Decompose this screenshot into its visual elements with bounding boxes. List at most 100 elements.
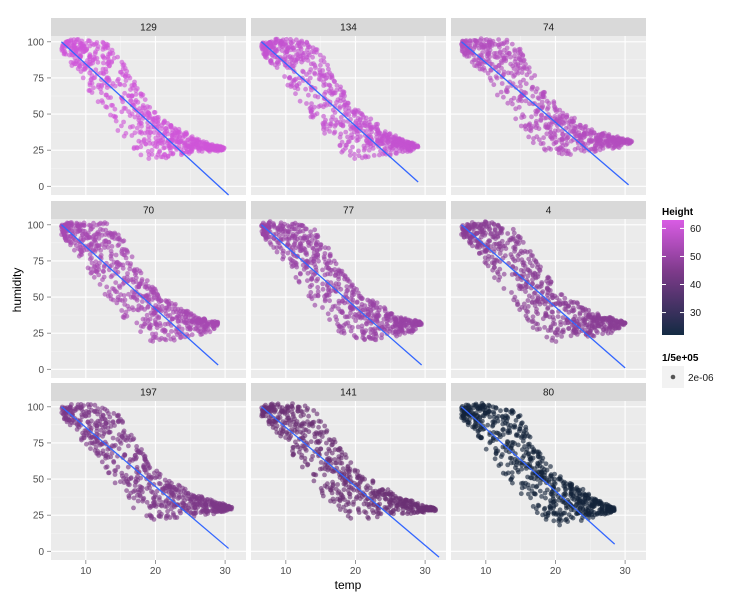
- scatter-point: [333, 118, 338, 123]
- scatter-point: [113, 280, 118, 285]
- scatter-point: [210, 498, 215, 503]
- scatter-point: [345, 278, 350, 283]
- scatter-point: [527, 65, 532, 70]
- scatter-point: [413, 318, 418, 323]
- scatter-point: [202, 145, 207, 150]
- scatter-point: [535, 299, 540, 304]
- scatter-point: [385, 136, 390, 141]
- scatter-point: [180, 500, 185, 505]
- scatter-point: [169, 123, 174, 128]
- scatter-point: [146, 149, 151, 154]
- scatter-point: [87, 413, 92, 418]
- scatter-point: [621, 136, 626, 141]
- scatter-point: [532, 257, 537, 262]
- scatter-point: [298, 99, 303, 104]
- scatter-point: [315, 233, 320, 238]
- scatter-point: [119, 124, 124, 129]
- scatter-point: [273, 62, 278, 67]
- facet-strip-label: 4: [546, 206, 552, 217]
- scatter-point: [583, 127, 588, 132]
- scatter-point: [360, 296, 365, 301]
- scatter-point: [360, 324, 365, 329]
- scatter-point: [125, 480, 130, 485]
- scatter-point: [308, 290, 313, 295]
- scatter-point: [134, 98, 139, 103]
- scatter-point: [516, 71, 521, 76]
- scatter-point: [322, 102, 327, 107]
- scatter-point: [584, 323, 589, 328]
- scatter-point: [173, 487, 178, 492]
- scatter-point: [334, 317, 339, 322]
- scatter-point: [102, 275, 107, 280]
- scatter-point: [122, 453, 127, 458]
- scatter-point: [601, 327, 606, 332]
- scatter-point: [195, 495, 200, 500]
- facet-strip-label: 70: [143, 206, 155, 217]
- scatter-point: [146, 110, 151, 115]
- scatter-point: [145, 305, 150, 310]
- scatter-point: [306, 243, 311, 248]
- scatter-point: [531, 325, 536, 330]
- scatter-point: [399, 142, 404, 147]
- scatter-point: [139, 131, 144, 136]
- scatter-point: [71, 60, 76, 65]
- scatter-point: [71, 409, 76, 414]
- scatter-point: [142, 457, 147, 462]
- scatter-point: [317, 247, 322, 252]
- scatter-point: [515, 277, 520, 282]
- scatter-point: [101, 61, 106, 66]
- facet-strip-label: 129: [140, 23, 157, 34]
- scatter-point: [133, 483, 138, 488]
- scatter-point: [116, 128, 121, 133]
- scatter-point: [199, 502, 204, 507]
- scatter-point: [389, 139, 394, 144]
- scatter-point: [126, 444, 131, 449]
- scatter-point: [119, 249, 124, 254]
- scatter-point: [138, 144, 143, 149]
- scatter-point: [333, 110, 338, 115]
- scatter-point: [339, 271, 344, 276]
- scatter-point: [138, 476, 143, 481]
- scatter-point: [157, 337, 162, 342]
- scatter-point: [95, 243, 100, 248]
- scatter-point: [136, 499, 141, 504]
- scatter-point: [123, 74, 128, 79]
- scatter-point: [145, 286, 150, 291]
- scatter-point: [592, 130, 597, 135]
- scatter-point: [308, 76, 313, 81]
- scatter-point: [538, 118, 543, 123]
- scatter-point: [285, 251, 290, 256]
- scatter-point: [122, 134, 127, 139]
- scatter-point: [513, 116, 518, 121]
- scatter-point: [362, 308, 367, 313]
- scatter-point: [105, 75, 110, 80]
- scatter-point: [74, 226, 79, 231]
- scatter-point: [122, 293, 127, 298]
- scatter-point: [287, 75, 292, 80]
- scatter-point: [140, 499, 145, 504]
- scatter-point: [149, 323, 154, 328]
- scatter-point: [119, 308, 124, 313]
- scatter-point: [300, 69, 305, 74]
- scatter-point: [364, 138, 369, 143]
- scatter-point: [122, 106, 127, 111]
- scatter-point: [496, 278, 501, 283]
- scatter-point: [373, 338, 378, 343]
- scatter-point: [535, 311, 540, 316]
- scatter-point: [158, 482, 163, 487]
- scatter-point: [556, 314, 561, 319]
- scatter-point: [105, 408, 110, 413]
- scatter-point: [550, 310, 555, 315]
- scatter-point: [559, 292, 564, 297]
- scatter-point: [499, 226, 504, 231]
- scatter-point: [556, 330, 561, 335]
- scatter-point: [526, 298, 531, 303]
- scatter-point: [162, 152, 167, 157]
- scatter-point: [304, 101, 309, 106]
- scatter-point: [551, 99, 556, 104]
- scatter-point: [111, 436, 116, 441]
- scatter-point: [542, 325, 547, 330]
- scatter-point: [139, 153, 144, 158]
